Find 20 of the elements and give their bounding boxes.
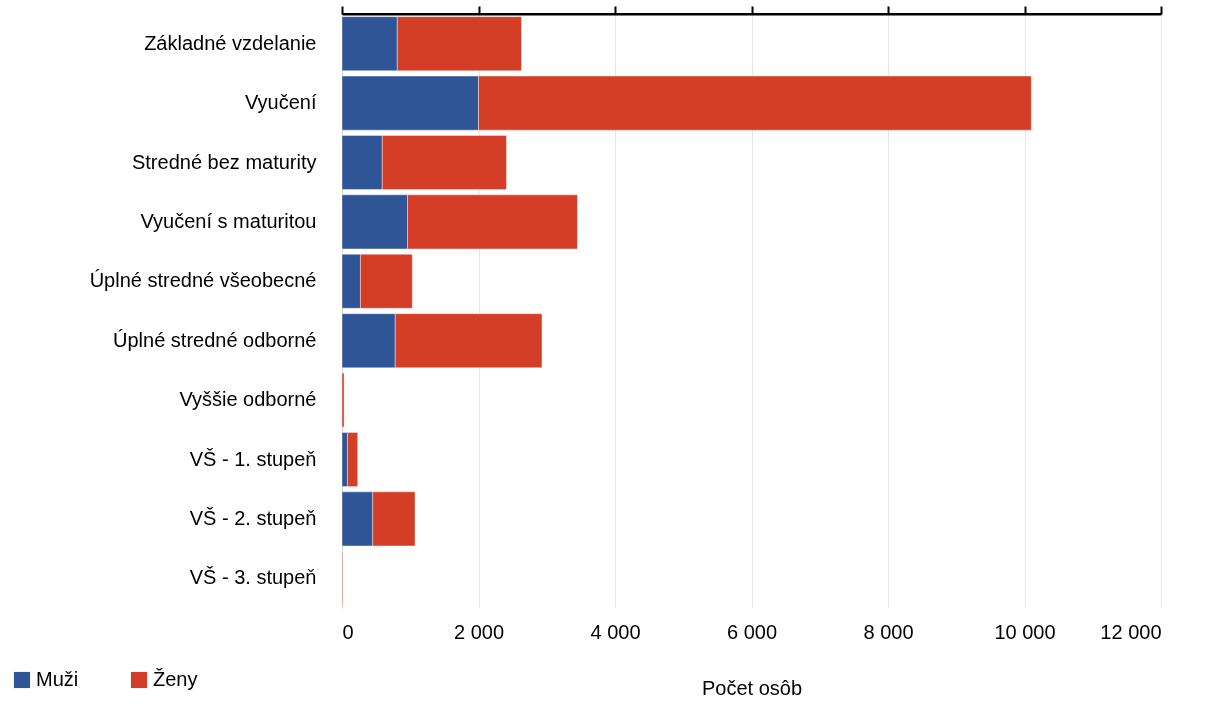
y-tick-label: Základné vzdelanie bbox=[144, 31, 317, 54]
x-tick-label: 12 000 bbox=[1100, 620, 1162, 643]
x-axis-title: Počet osôb bbox=[701, 676, 803, 699]
y-tick-label: Vyššie odborné bbox=[179, 388, 317, 411]
x-tick-label: 0 bbox=[342, 620, 354, 643]
legend-label: Muži bbox=[36, 668, 79, 690]
y-tick-label: Vyučení s maturitou bbox=[140, 209, 317, 232]
y-tick-label: VŠ - 3. stupeň bbox=[189, 566, 317, 589]
y-tick-label: Úplné stredné odborné bbox=[113, 328, 317, 351]
y-tick-label: Stredné bez maturity bbox=[131, 150, 317, 173]
x-tick-label: 8 000 bbox=[863, 620, 914, 643]
y-tick-label: VŠ - 2. stupeň bbox=[189, 506, 317, 529]
y-tick-label: Úplné stredné všeobecné bbox=[89, 269, 317, 292]
x-tick-label: 6 000 bbox=[726, 620, 778, 643]
x-tick-label: 10 000 bbox=[994, 620, 1056, 643]
legend-label: Ženy bbox=[153, 668, 198, 690]
y-tick-label: VŠ - 1. stupeň bbox=[189, 447, 317, 470]
x-tick-label: 4 000 bbox=[590, 620, 641, 643]
x-tick-label: 2 000 bbox=[453, 620, 505, 643]
y-tick-label: Vyučení bbox=[244, 91, 317, 114]
